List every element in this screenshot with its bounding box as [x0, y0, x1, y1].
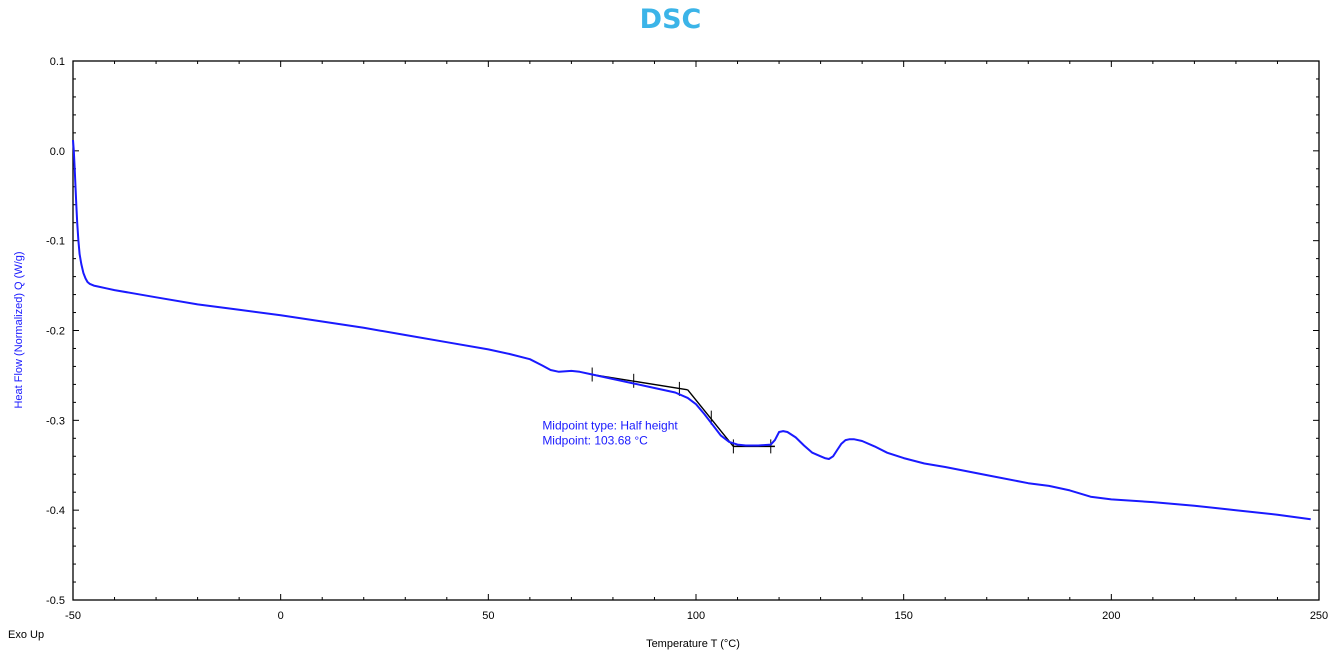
chart-title: DSC: [639, 4, 702, 35]
y-tick-label: -0.2: [46, 326, 65, 338]
x-tick-label: 150: [894, 610, 912, 622]
plot-area-border: [72, 60, 1320, 601]
y-axis-label: Heat Flow (Normalized) Q (W/g): [13, 251, 25, 408]
y-tick-label: -0.1: [46, 236, 65, 248]
x-tick-label: 100: [687, 610, 705, 622]
x-tick-label: 200: [1102, 610, 1120, 622]
exo-up-label: Exo Up: [8, 629, 44, 641]
y-tick-label: 0.1: [50, 56, 65, 68]
x-tick-label: 0: [278, 610, 284, 622]
y-tick-label: -0.5: [46, 595, 65, 607]
y-tick-label: -0.3: [46, 415, 65, 427]
annotation-line-2: Midpoint: 103.68 °C: [542, 433, 648, 447]
x-axis-label: Temperature T (°C): [646, 638, 740, 650]
fit-line: [687, 389, 734, 447]
y-tick-label: -0.4: [46, 505, 65, 517]
heat-flow-curve: [72, 140, 1311, 521]
annotation-line-1: Midpoint type: Half height: [542, 418, 678, 432]
x-tick-label: -50: [65, 610, 81, 622]
x-tick-label: 250: [1310, 610, 1328, 622]
series-group: [72, 140, 1311, 521]
y-tick-label: 0.0: [50, 146, 65, 158]
axis-ticks: -50 0 50 100 150 200 250 0.1 0.0 -0.1 -0.2 -0.3 -0.4…: [46, 56, 1328, 622]
x-tick-label: 50: [482, 610, 494, 622]
